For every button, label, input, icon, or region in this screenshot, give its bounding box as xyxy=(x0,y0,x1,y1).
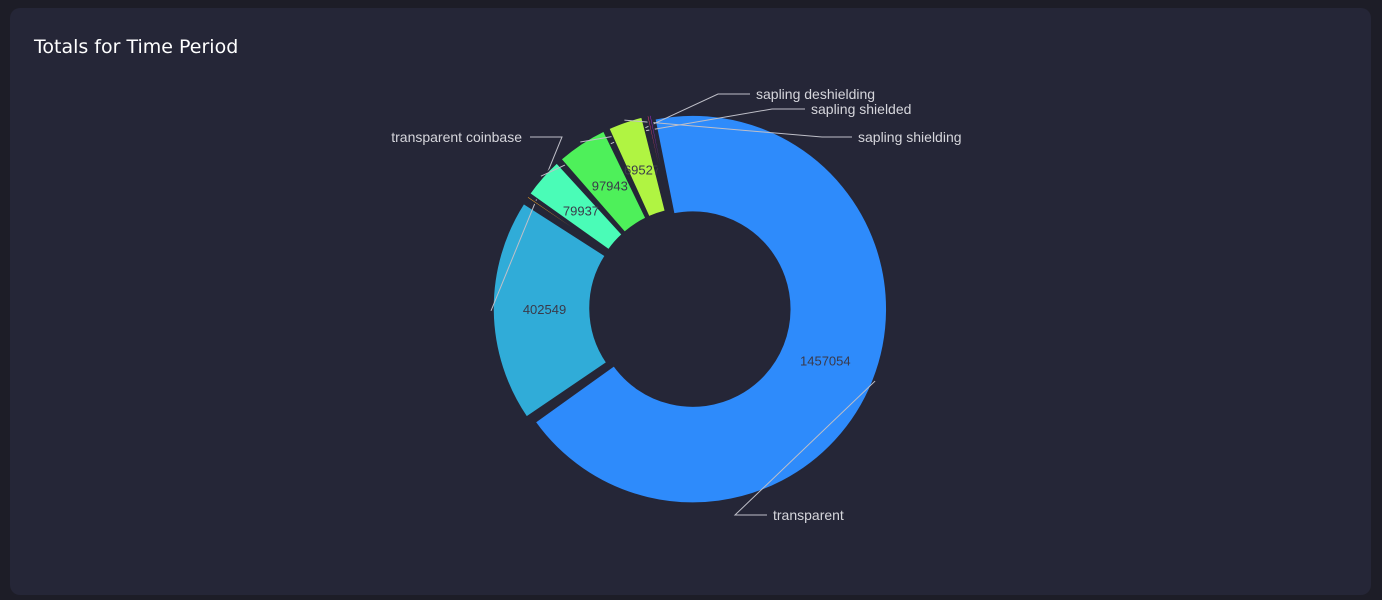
slice-name-label: sapling deshielding xyxy=(756,86,875,102)
card-title: Totals for Time Period xyxy=(34,36,239,58)
leader-line xyxy=(733,380,876,516)
slice-value-label: 69527 xyxy=(624,163,660,178)
donut-slice-slice-7[interactable] xyxy=(648,114,672,211)
leader-line xyxy=(624,119,852,138)
slice-name-label: transparent coinbase xyxy=(391,129,522,145)
donut-slice-slice-2[interactable] xyxy=(526,195,609,253)
donut-slice-transparent[interactable] xyxy=(534,114,888,504)
slice-name-label: transparent xyxy=(773,507,844,523)
donut-slice-sapling-shielding[interactable] xyxy=(607,116,667,218)
slice-value-label: 97943 xyxy=(592,179,628,194)
slice-name-label: sapling shielding xyxy=(858,129,962,145)
slice-name-label: sapling shielded xyxy=(811,101,911,117)
donut-slice-transparent-coinbase[interactable] xyxy=(492,202,608,418)
donut-slice-sapling-shielded[interactable] xyxy=(560,130,647,234)
slice-value-label: 1457054 xyxy=(800,353,851,368)
donut-slice-sapling-deshielding[interactable] xyxy=(528,162,624,251)
leader-line xyxy=(490,136,563,311)
slice-value-label: 402549 xyxy=(523,302,566,317)
slice-value-label: 79937 xyxy=(563,204,599,219)
